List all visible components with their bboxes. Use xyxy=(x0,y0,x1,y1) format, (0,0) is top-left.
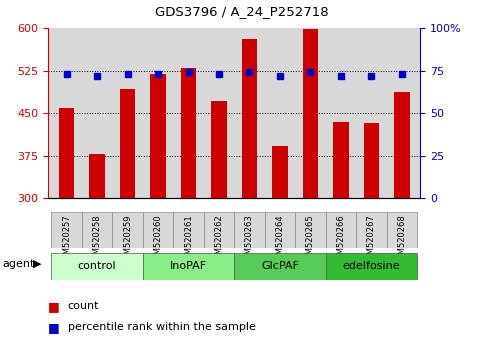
Text: GSM520259: GSM520259 xyxy=(123,214,132,265)
Text: GSM520262: GSM520262 xyxy=(214,214,224,265)
Text: control: control xyxy=(78,261,116,272)
Bar xyxy=(143,212,173,248)
Bar xyxy=(295,212,326,248)
Bar xyxy=(303,29,318,198)
Bar xyxy=(173,212,204,248)
Text: edelfosine: edelfosine xyxy=(342,261,400,272)
Bar xyxy=(333,122,349,198)
Bar xyxy=(143,253,234,280)
Text: ■: ■ xyxy=(48,321,60,334)
Bar xyxy=(394,92,410,198)
Bar xyxy=(272,146,287,198)
Bar xyxy=(150,74,166,198)
Bar xyxy=(113,212,143,248)
Text: GSM520267: GSM520267 xyxy=(367,214,376,265)
Bar xyxy=(51,212,82,248)
Text: GSM520258: GSM520258 xyxy=(93,214,101,265)
Bar xyxy=(212,101,227,198)
Text: count: count xyxy=(68,301,99,311)
Text: agent: agent xyxy=(2,259,35,269)
Text: ■: ■ xyxy=(48,300,60,313)
Text: GSM520263: GSM520263 xyxy=(245,214,254,265)
Bar xyxy=(356,212,387,248)
Bar xyxy=(89,154,105,198)
Text: GSM520264: GSM520264 xyxy=(275,214,284,265)
Text: GDS3796 / A_24_P252718: GDS3796 / A_24_P252718 xyxy=(155,5,328,18)
Bar xyxy=(234,212,265,248)
Text: InoPAF: InoPAF xyxy=(170,261,207,272)
Bar xyxy=(387,212,417,248)
Bar xyxy=(265,212,295,248)
Bar xyxy=(326,212,356,248)
Text: GSM520265: GSM520265 xyxy=(306,214,315,265)
Text: ▶: ▶ xyxy=(33,259,42,269)
Bar xyxy=(242,39,257,198)
Text: GSM520260: GSM520260 xyxy=(154,214,163,265)
Text: GSM520261: GSM520261 xyxy=(184,214,193,265)
Text: GSM520268: GSM520268 xyxy=(398,214,406,265)
Bar xyxy=(364,124,379,198)
Bar xyxy=(234,253,326,280)
Bar xyxy=(204,212,234,248)
Text: percentile rank within the sample: percentile rank within the sample xyxy=(68,322,256,332)
Text: GSM520266: GSM520266 xyxy=(337,214,345,265)
Bar xyxy=(326,253,417,280)
Bar xyxy=(82,212,113,248)
Bar xyxy=(120,90,135,198)
Bar xyxy=(181,68,196,198)
Text: GSM520257: GSM520257 xyxy=(62,214,71,265)
Text: GlcPAF: GlcPAF xyxy=(261,261,299,272)
Bar xyxy=(51,253,143,280)
Bar xyxy=(59,108,74,198)
